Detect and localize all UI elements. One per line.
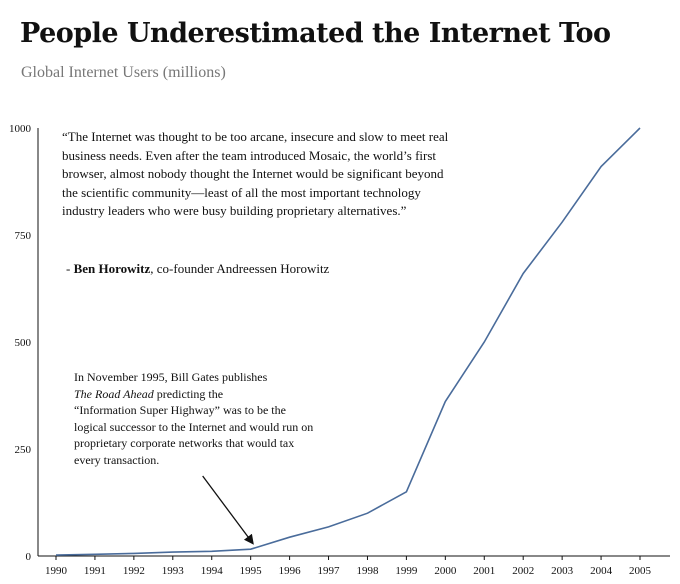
quote-attribution: - Ben Horowitz, co-founder Andreessen Ho…: [66, 261, 329, 277]
annotation-line1: In November 1995, Bill Gates publishes: [74, 370, 268, 384]
x-tick-label: 1998: [356, 565, 379, 577]
annotation-line2: predicting the: [153, 386, 224, 401]
x-tick-label: 1996: [279, 565, 302, 577]
annotation-rest: “Information Super Highway” was to be th…: [74, 403, 314, 467]
x-tick-label: 1999: [395, 565, 418, 577]
y-tick-label: 750: [15, 230, 32, 242]
x-tick-label: 1992: [123, 565, 145, 577]
quote-text: “The Internet was thought to be too arca…: [62, 129, 449, 218]
x-tick-label: 2002: [512, 565, 534, 577]
y-tick-label: 500: [15, 337, 32, 349]
x-tick-label: 2001: [473, 565, 495, 577]
chart-title: People Underestimated the Internet Too: [20, 18, 611, 49]
y-tick-label: 0: [26, 551, 32, 563]
annotation-arrow: [202, 475, 254, 545]
x-tick-label: 2005: [629, 565, 652, 577]
quote-block: “The Internet was thought to be too arca…: [62, 128, 462, 221]
x-tick-label: 2000: [434, 565, 457, 577]
x-tick-label: 1991: [84, 565, 106, 577]
quote-author: Ben Horowitz: [73, 261, 151, 276]
x-tick-label: 1995: [240, 565, 263, 577]
quote-author-role: , co-founder Andreessen Horowitz: [150, 261, 330, 276]
internet-users-line: [55, 127, 641, 556]
y-tick-label: 250: [15, 444, 32, 456]
x-tick-label: 1993: [162, 565, 185, 577]
y-tick-label: 1000: [9, 123, 32, 135]
annotation-note: In November 1995, Bill Gates publishes Th…: [74, 369, 314, 468]
annotation-book-title: The Road Ahead: [74, 386, 154, 401]
x-tick-label: 2004: [590, 565, 613, 577]
x-tick-label: 1990: [45, 565, 68, 577]
x-tick-label: 2003: [551, 565, 574, 577]
attribution-prefix: -: [66, 261, 74, 276]
x-tick-label: 1997: [318, 565, 341, 577]
chart-subtitle: Global Internet Users (millions): [21, 64, 226, 81]
x-tick-label: 1994: [201, 565, 224, 577]
